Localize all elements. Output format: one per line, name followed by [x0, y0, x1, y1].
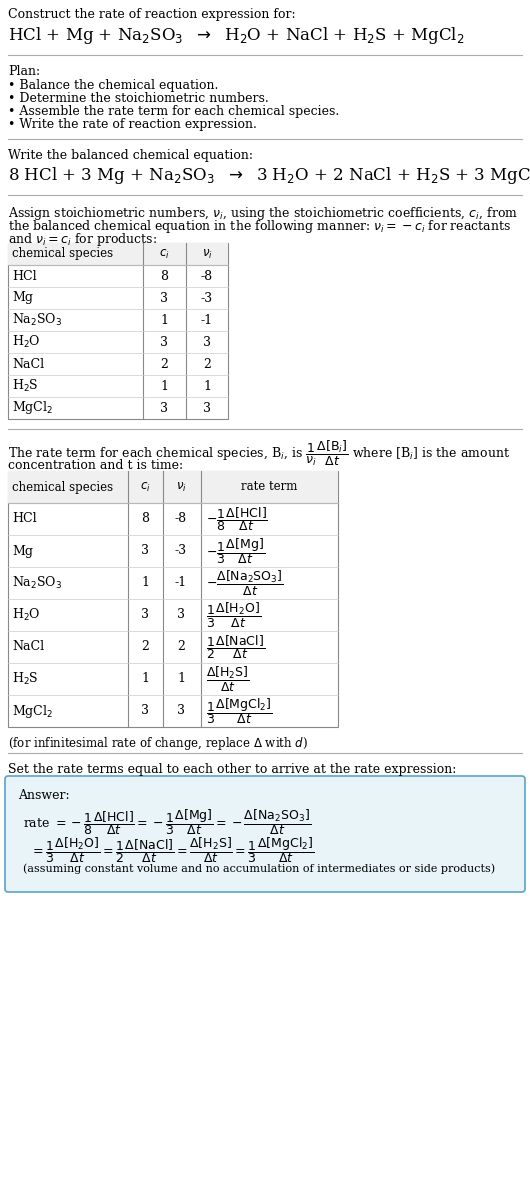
Text: -8: -8 — [201, 270, 213, 283]
Text: rate term: rate term — [241, 480, 297, 494]
Text: 3: 3 — [141, 544, 149, 557]
Text: (assuming constant volume and no accumulation of intermediates or side products): (assuming constant volume and no accumul… — [23, 863, 495, 874]
Text: 3: 3 — [160, 291, 168, 305]
Text: and $\nu_i = c_i$ for products:: and $\nu_i = c_i$ for products: — [8, 231, 157, 248]
Text: rate $= -\dfrac{1}{8}\dfrac{\Delta[\mathrm{HCl}]}{\Delta t} = -\dfrac{1}{3}\dfra: rate $= -\dfrac{1}{8}\dfrac{\Delta[\math… — [23, 807, 311, 837]
Text: 3: 3 — [203, 401, 211, 414]
Text: chemical species: chemical species — [12, 480, 113, 494]
Text: 8 HCl + 3 Mg + Na$_2$SO$_3$  $\rightarrow$  3 H$_2$O + 2 NaCl + H$_2$S + 3 MgCl$: 8 HCl + 3 Mg + Na$_2$SO$_3$ $\rightarrow… — [8, 165, 530, 185]
Text: -3: -3 — [201, 291, 213, 305]
Text: 2: 2 — [177, 641, 185, 654]
Text: $c_i$: $c_i$ — [158, 248, 170, 260]
Text: $\dfrac{1}{3}\dfrac{\Delta[\mathrm{H_2O}]}{\Delta t}$: $\dfrac{1}{3}\dfrac{\Delta[\mathrm{H_2O}… — [206, 601, 261, 630]
Text: NaCl: NaCl — [12, 641, 44, 654]
Text: 3: 3 — [177, 704, 185, 718]
Text: Na$_2$SO$_3$: Na$_2$SO$_3$ — [12, 312, 62, 327]
Text: 3: 3 — [141, 608, 149, 621]
Text: $-\dfrac{\Delta[\mathrm{Na_2SO_3}]}{\Delta t}$: $-\dfrac{\Delta[\mathrm{Na_2SO_3}]}{\Del… — [206, 568, 284, 597]
Text: MgCl$_2$: MgCl$_2$ — [12, 702, 53, 720]
Text: MgCl$_2$: MgCl$_2$ — [12, 400, 53, 417]
Text: Write the balanced chemical equation:: Write the balanced chemical equation: — [8, 149, 253, 163]
Text: Mg: Mg — [12, 544, 33, 557]
Text: Construct the rate of reaction expression for:: Construct the rate of reaction expressio… — [8, 8, 296, 20]
Text: 3: 3 — [177, 608, 185, 621]
Text: 1: 1 — [141, 673, 149, 685]
Text: NaCl: NaCl — [12, 358, 44, 371]
Text: chemical species: chemical species — [12, 248, 113, 260]
Text: 1: 1 — [177, 673, 185, 685]
Text: the balanced chemical equation in the following manner: $\nu_i = -c_i$ for react: the balanced chemical equation in the fo… — [8, 218, 511, 235]
Text: HCl: HCl — [12, 270, 37, 283]
Text: -3: -3 — [175, 544, 187, 557]
Bar — [8, 471, 338, 727]
Text: The rate term for each chemical species, B$_i$, is $\dfrac{1}{\nu_i}\dfrac{\Delt: The rate term for each chemical species,… — [8, 439, 510, 468]
Text: 3: 3 — [203, 336, 211, 348]
Text: 3: 3 — [160, 401, 168, 414]
Text: 2: 2 — [160, 358, 168, 371]
FancyBboxPatch shape — [5, 777, 525, 892]
Text: $\dfrac{1}{3}\dfrac{\Delta[\mathrm{MgCl_2}]}{\Delta t}$: $\dfrac{1}{3}\dfrac{\Delta[\mathrm{MgCl_… — [206, 696, 273, 726]
Text: HCl: HCl — [12, 513, 37, 525]
Text: H$_2$S: H$_2$S — [12, 378, 39, 394]
Text: Answer:: Answer: — [18, 789, 69, 802]
Text: H$_2$S: H$_2$S — [12, 671, 39, 687]
Text: 8: 8 — [141, 513, 149, 525]
Text: • Balance the chemical equation.: • Balance the chemical equation. — [8, 79, 218, 92]
Text: • Determine the stoichiometric numbers.: • Determine the stoichiometric numbers. — [8, 92, 269, 105]
Text: Plan:: Plan: — [8, 65, 40, 78]
Text: 3: 3 — [141, 704, 149, 718]
Text: $-\dfrac{1}{3}\dfrac{\Delta[\mathrm{Mg}]}{\Delta t}$: $-\dfrac{1}{3}\dfrac{\Delta[\mathrm{Mg}]… — [206, 536, 265, 566]
Text: $\nu_i$: $\nu_i$ — [201, 248, 213, 260]
Text: -8: -8 — [175, 513, 187, 525]
Text: Assign stoichiometric numbers, $\nu_i$, using the stoichiometric coefficients, $: Assign stoichiometric numbers, $\nu_i$, … — [8, 205, 518, 222]
Text: $-\dfrac{1}{8}\dfrac{\Delta[\mathrm{HCl}]}{\Delta t}$: $-\dfrac{1}{8}\dfrac{\Delta[\mathrm{HCl}… — [206, 504, 268, 533]
Text: H$_2$O: H$_2$O — [12, 607, 41, 622]
Text: 2: 2 — [203, 358, 211, 371]
Text: 1: 1 — [160, 379, 168, 393]
Text: $c_i$: $c_i$ — [139, 480, 151, 494]
Text: -1: -1 — [175, 577, 187, 590]
Text: 1: 1 — [160, 313, 168, 326]
Text: $\nu_i$: $\nu_i$ — [175, 480, 187, 494]
Text: Set the rate terms equal to each other to arrive at the rate expression:: Set the rate terms equal to each other t… — [8, 763, 456, 777]
Bar — [8, 471, 338, 503]
Text: $\dfrac{\Delta[\mathrm{H_2S}]}{\Delta t}$: $\dfrac{\Delta[\mathrm{H_2S}]}{\Delta t}… — [206, 665, 250, 694]
Text: (for infinitesimal rate of change, replace $\Delta$ with $d$): (for infinitesimal rate of change, repla… — [8, 734, 308, 752]
Text: $\dfrac{1}{2}\dfrac{\Delta[\mathrm{NaCl}]}{\Delta t}$: $\dfrac{1}{2}\dfrac{\Delta[\mathrm{NaCl}… — [206, 633, 265, 661]
Text: • Assemble the rate term for each chemical species.: • Assemble the rate term for each chemic… — [8, 105, 339, 118]
Text: concentration and t is time:: concentration and t is time: — [8, 459, 183, 472]
Text: Mg: Mg — [12, 291, 33, 305]
Text: -1: -1 — [201, 313, 213, 326]
Bar — [8, 243, 228, 265]
Text: 1: 1 — [141, 577, 149, 590]
Text: $= \dfrac{1}{3}\dfrac{\Delta[\mathrm{H_2O}]}{\Delta t} = \dfrac{1}{2}\dfrac{\Del: $= \dfrac{1}{3}\dfrac{\Delta[\mathrm{H_2… — [30, 836, 315, 864]
Text: 1: 1 — [203, 379, 211, 393]
Text: H$_2$O: H$_2$O — [12, 334, 41, 350]
Text: • Write the rate of reaction expression.: • Write the rate of reaction expression. — [8, 118, 257, 131]
Bar — [8, 243, 228, 419]
Text: 3: 3 — [160, 336, 168, 348]
Text: HCl + Mg + Na$_2$SO$_3$  $\rightarrow$  H$_2$O + NaCl + H$_2$S + MgCl$_2$: HCl + Mg + Na$_2$SO$_3$ $\rightarrow$ H$… — [8, 25, 465, 46]
Text: 8: 8 — [160, 270, 168, 283]
Text: Na$_2$SO$_3$: Na$_2$SO$_3$ — [12, 576, 62, 591]
Text: 2: 2 — [141, 641, 149, 654]
